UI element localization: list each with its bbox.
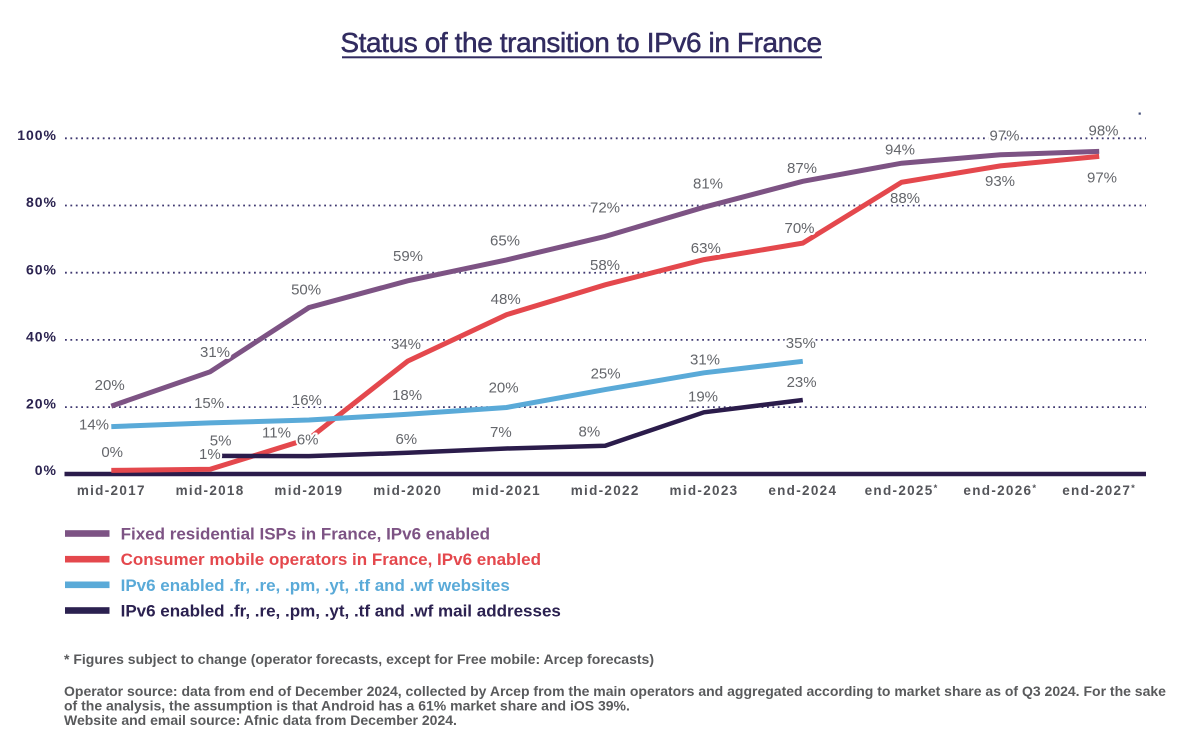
svg-text:25%: 25%: [591, 366, 621, 383]
svg-text:7%: 7%: [490, 424, 512, 441]
svg-text:20%: 20%: [489, 380, 519, 397]
svg-text:14%: 14%: [79, 417, 109, 434]
svg-text:20%: 20%: [26, 396, 57, 412]
svg-text:Operator source: data from end: Operator source: data from end of Decemb…: [64, 683, 1166, 699]
svg-text:Fixed residential ISPs in Fran: Fixed residential ISPs in France, IPv6 e…: [121, 525, 490, 544]
svg-text:end-2026*: end-2026*: [963, 483, 1037, 498]
svg-text:Status of the transition to IP: Status of the transition to IPv6 in Fran…: [340, 27, 821, 58]
svg-text:mid-2022: mid-2022: [571, 483, 640, 498]
svg-text:mid-2023: mid-2023: [670, 483, 739, 498]
svg-text:31%: 31%: [200, 344, 230, 361]
svg-text:mid-2019: mid-2019: [274, 483, 343, 498]
svg-text:mid-2017: mid-2017: [77, 483, 146, 498]
svg-text:end-2025*: end-2025*: [865, 483, 939, 498]
svg-text:94%: 94%: [885, 141, 915, 158]
svg-text:70%: 70%: [784, 220, 814, 237]
svg-text:81%: 81%: [693, 175, 723, 192]
svg-text:18%: 18%: [392, 387, 422, 404]
svg-text:IPv6 enabled .fr, .re, .pm, .y: IPv6 enabled .fr, .re, .pm, .yt, .tf and…: [121, 576, 510, 595]
svg-text:5%: 5%: [210, 433, 232, 450]
svg-text:100%: 100%: [17, 127, 57, 143]
svg-text:of the analysis, the assumptio: of the analysis, the assumption is that …: [64, 698, 630, 714]
svg-text:23%: 23%: [787, 374, 817, 391]
svg-text:97%: 97%: [989, 128, 1019, 145]
svg-text:16%: 16%: [292, 392, 322, 409]
svg-text:63%: 63%: [691, 240, 721, 257]
svg-text:6%: 6%: [297, 431, 319, 448]
svg-text:8%: 8%: [579, 423, 601, 440]
svg-text:end-2024: end-2024: [768, 483, 837, 498]
svg-text:19%: 19%: [688, 388, 718, 405]
svg-text:1%: 1%: [199, 446, 221, 463]
svg-text:Consumer mobile operators in F: Consumer mobile operators in France, IPv…: [121, 550, 541, 569]
svg-text:88%: 88%: [890, 190, 920, 207]
svg-text:mid-2020: mid-2020: [373, 483, 442, 498]
svg-text:* Figures subject to change (o: * Figures subject to change (operator fo…: [64, 651, 654, 667]
svg-text:93%: 93%: [985, 173, 1015, 190]
svg-text:80%: 80%: [26, 194, 57, 210]
svg-text:34%: 34%: [391, 336, 421, 353]
svg-text:mid-2018: mid-2018: [176, 483, 245, 498]
svg-text:end-2027*: end-2027*: [1062, 483, 1136, 498]
svg-text:50%: 50%: [291, 281, 321, 298]
svg-text:72%: 72%: [590, 199, 620, 216]
svg-text:98%: 98%: [1088, 122, 1118, 139]
svg-text:0%: 0%: [35, 462, 57, 478]
svg-text:15%: 15%: [194, 395, 224, 412]
svg-text:6%: 6%: [395, 431, 417, 448]
svg-text:58%: 58%: [590, 257, 620, 274]
svg-text:87%: 87%: [787, 160, 817, 177]
svg-text:IPv6 enabled .fr, .re, .pm, .y: IPv6 enabled .fr, .re, .pm, .yt, .tf and…: [121, 602, 561, 621]
svg-text:35%: 35%: [786, 335, 816, 352]
svg-text:97%: 97%: [1087, 169, 1117, 186]
svg-text:65%: 65%: [490, 232, 520, 249]
svg-text:60%: 60%: [26, 261, 57, 277]
svg-text:31%: 31%: [690, 352, 720, 369]
svg-text:59%: 59%: [393, 248, 423, 265]
svg-text:20%: 20%: [95, 377, 125, 394]
svg-text:11%: 11%: [262, 425, 291, 442]
svg-text:40%: 40%: [26, 329, 57, 345]
svg-text:48%: 48%: [491, 291, 521, 308]
svg-text:0%: 0%: [101, 444, 123, 461]
svg-text:mid-2021: mid-2021: [472, 483, 541, 498]
svg-text:Website and email source: Afni: Website and email source: Afnic data fro…: [64, 712, 457, 728]
